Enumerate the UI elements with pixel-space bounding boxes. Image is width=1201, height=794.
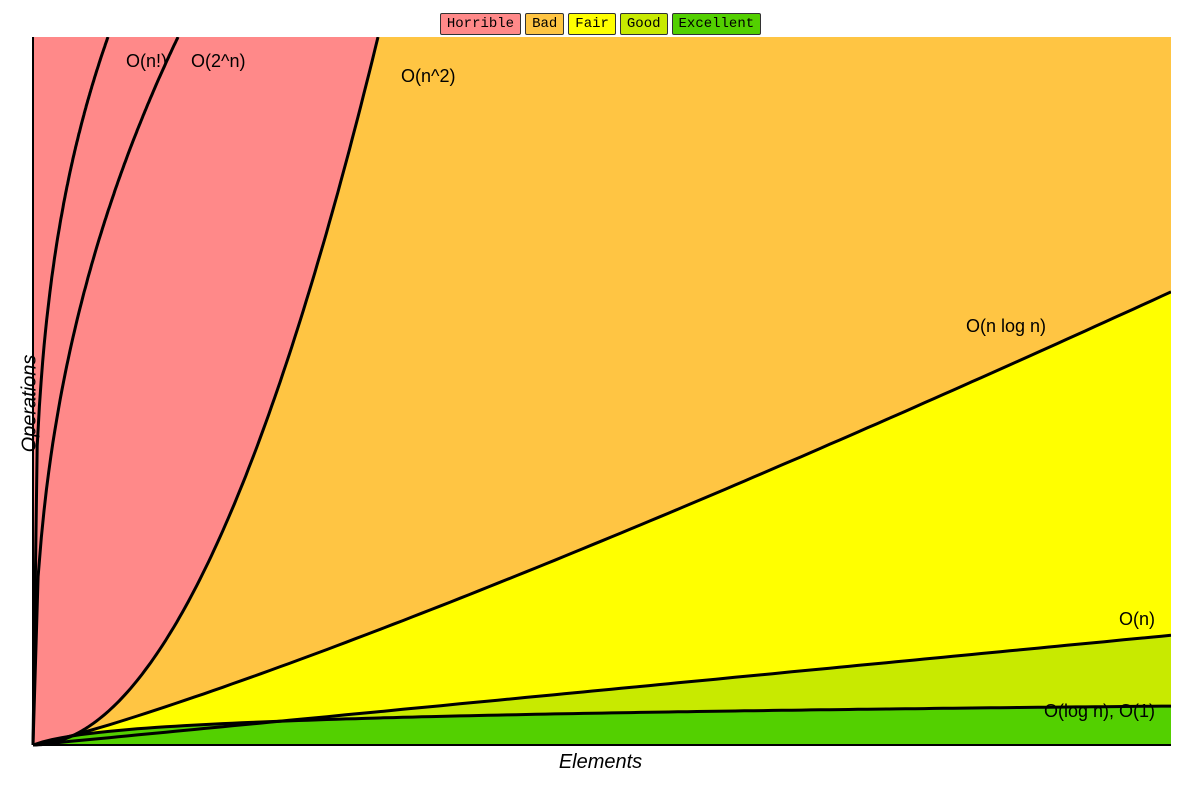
- legend-item: Good: [620, 13, 668, 35]
- x-axis-label: Elements: [559, 751, 642, 774]
- legend-item: Fair: [568, 13, 616, 35]
- curve-label-n: O(n): [1119, 609, 1155, 629]
- complexity-chart: O(n!) O(2^n) O(n^2) O(n log n) O(n) O(log n),…: [31, 37, 1171, 747]
- curve-label-factorial: O(n!): [126, 51, 167, 71]
- legend: HorribleBadFairGoodExcellent: [440, 13, 761, 35]
- curve-label-nlogn: O(n log n): [966, 316, 1046, 336]
- legend-item: Excellent: [672, 13, 762, 35]
- curve-label-exp: O(2^n): [191, 51, 245, 71]
- curve-label-n2: O(n^2): [401, 66, 455, 86]
- legend-item: Horrible: [440, 13, 521, 35]
- legend-item: Bad: [525, 13, 564, 35]
- y-axis-label: Operations: [18, 355, 41, 453]
- chart-container: Operations O(n!)O(2^n)O(n^2)O(n log n)O(…: [31, 37, 1171, 774]
- curve-label-logn: O(log n), O(1): [1044, 701, 1155, 721]
